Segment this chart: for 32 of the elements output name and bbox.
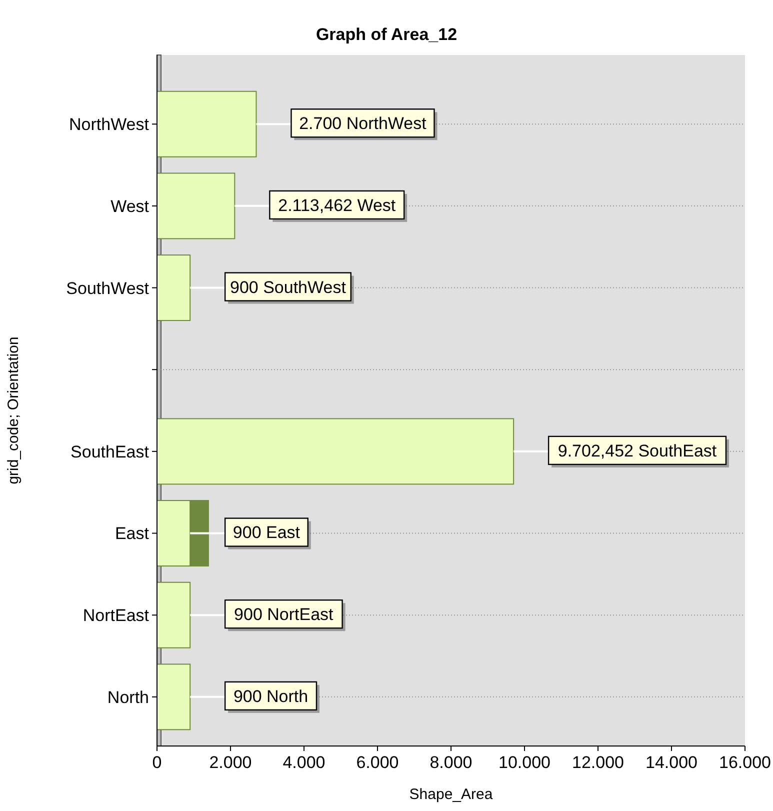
x-tick-label: 4.000 (282, 753, 326, 772)
x-tick-label: 16.000 (719, 753, 771, 772)
bar (156, 664, 191, 730)
x-tick-label: 14.000 (646, 753, 698, 772)
x-tick-label: 6.000 (356, 753, 399, 772)
x-tick-label: 2.000 (209, 753, 252, 772)
data-label: 2.700 NorthWest (299, 114, 427, 134)
bar (156, 418, 514, 485)
y-tick-label: North (107, 688, 149, 707)
x-tick-label: 12.000 (572, 753, 624, 772)
x-axis-title: Shape_Area (409, 786, 494, 803)
y-tick-label: East (114, 524, 150, 544)
bar (156, 582, 191, 648)
x-tick-label: 10.000 (498, 753, 550, 772)
bar (156, 90, 257, 158)
data-label: 900 East (232, 523, 300, 542)
x-tick-label: 0 (152, 753, 162, 772)
data-label: 9.702,452 SouthEast (558, 441, 717, 460)
y-axis-title: grid_code; Orientation (5, 336, 22, 484)
bar (156, 254, 191, 321)
chart-title: Graph of Area_12 (316, 25, 458, 44)
data-label: 2.113,462 West (278, 196, 396, 215)
y-tick-label: SouthWest (66, 278, 150, 298)
y-tick-label: SouthEast (70, 442, 150, 462)
y-tick-label: West (110, 196, 150, 216)
data-label: 900 SouthWest (230, 278, 346, 297)
data-label: 900 NortEast (234, 605, 334, 624)
y-tick-label: NortEast (82, 606, 150, 626)
x-tick-label: 8.000 (430, 753, 472, 772)
data-label: 900 North (233, 686, 308, 706)
bar (156, 172, 236, 240)
y-tick-label: NorthWest (69, 115, 150, 134)
